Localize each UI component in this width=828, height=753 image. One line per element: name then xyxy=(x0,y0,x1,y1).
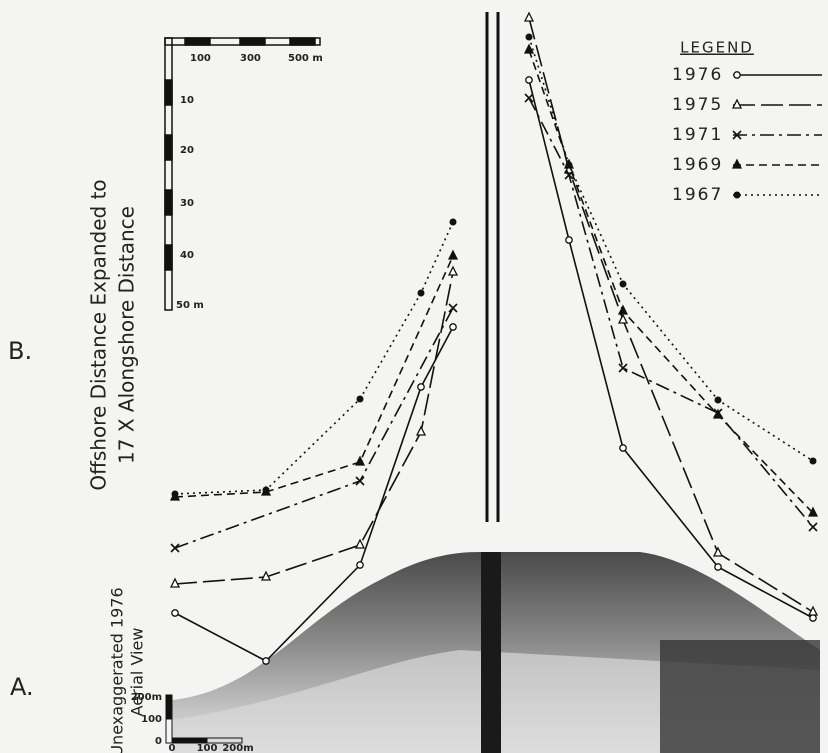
marker xyxy=(618,363,628,373)
marker xyxy=(619,444,627,452)
marker xyxy=(807,605,819,616)
scale-label: 200m xyxy=(222,743,253,753)
marker xyxy=(262,486,270,494)
marker xyxy=(712,546,724,557)
panel-letter: B. xyxy=(8,337,32,365)
shoreline xyxy=(528,97,814,528)
panel-letter: A. xyxy=(10,673,34,701)
scale-label: 300 xyxy=(240,53,261,64)
marker xyxy=(354,455,366,466)
shoreline xyxy=(528,79,814,619)
marker xyxy=(355,476,365,486)
marker xyxy=(523,43,535,54)
caption: Unexaggerated 1976 xyxy=(108,587,127,753)
marker xyxy=(731,98,743,109)
scale-label: 500 m xyxy=(288,53,323,64)
scale-bar xyxy=(164,37,321,311)
marker xyxy=(449,323,457,331)
marker xyxy=(260,570,272,581)
shoreline xyxy=(174,271,454,585)
shoreline xyxy=(528,17,814,613)
caption: 17 X Alongshore Distance xyxy=(115,206,139,464)
marker xyxy=(617,313,629,324)
marker xyxy=(731,158,743,169)
marker xyxy=(170,543,180,553)
marker xyxy=(524,93,534,103)
marker xyxy=(732,130,742,140)
scale-label: 100 xyxy=(141,714,162,725)
marker xyxy=(565,161,573,169)
legend-label: 1969 xyxy=(672,155,723,175)
marker xyxy=(356,395,364,403)
marker xyxy=(448,303,458,313)
scale-label: 0 xyxy=(155,736,162,747)
shoreline xyxy=(528,49,814,514)
marker xyxy=(525,76,533,84)
marker xyxy=(714,563,722,571)
scale-bar xyxy=(165,694,243,744)
scale-label: 10 xyxy=(180,95,194,106)
scale-label: 30 xyxy=(180,198,194,209)
marker xyxy=(733,191,741,199)
marker xyxy=(262,657,270,665)
marker xyxy=(712,408,724,419)
marker xyxy=(169,577,181,588)
marker xyxy=(171,490,179,498)
legend-label: 1976 xyxy=(672,65,723,85)
scale-label: 0 xyxy=(169,743,176,753)
aerial-view xyxy=(172,552,820,753)
caption: Offshore Distance Expanded to xyxy=(87,179,111,490)
marker xyxy=(415,425,427,436)
shoreline xyxy=(174,221,454,495)
shoreline xyxy=(174,255,454,498)
marker xyxy=(564,170,574,180)
legend-label: 1967 xyxy=(672,185,723,205)
scale-label: 100 xyxy=(197,743,218,753)
legend-title: LEGEND xyxy=(680,39,754,57)
shoreline xyxy=(174,307,454,549)
marker xyxy=(356,561,364,569)
scale-label: 200m xyxy=(131,692,162,703)
marker xyxy=(523,11,535,22)
marker xyxy=(809,614,817,622)
marker xyxy=(808,522,818,532)
marker xyxy=(525,33,533,41)
marker xyxy=(417,383,425,391)
scale-label: 40 xyxy=(180,250,194,261)
scale-label: 50 m xyxy=(176,300,204,311)
marker xyxy=(565,236,573,244)
marker xyxy=(714,396,722,404)
marker xyxy=(619,280,627,288)
marker xyxy=(447,249,459,260)
marker xyxy=(449,218,457,226)
marker xyxy=(171,609,179,617)
marker xyxy=(809,457,817,465)
legend-label: 1971 xyxy=(672,125,723,145)
scale-label: 20 xyxy=(180,145,194,156)
marker xyxy=(807,506,819,517)
caption: Aerial View xyxy=(128,628,147,717)
marker xyxy=(354,538,366,549)
marker xyxy=(417,289,425,297)
marker xyxy=(617,304,629,315)
legend-label: 1975 xyxy=(672,95,723,115)
marker xyxy=(733,71,741,79)
marker xyxy=(447,265,459,276)
scale-label: 100 xyxy=(190,53,211,64)
